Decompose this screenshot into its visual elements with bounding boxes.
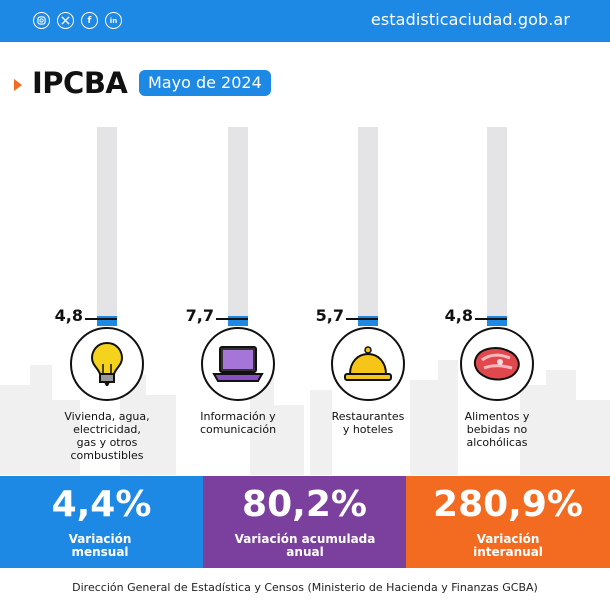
title-marker-icon: [14, 79, 22, 91]
summary-value: 4,4%: [51, 484, 152, 525]
site-link[interactable]: estadisticaciudad.gob.ar: [370, 10, 570, 29]
value-tick: [346, 318, 378, 320]
value-tick: [216, 318, 248, 320]
category-label: Información y comunicación: [178, 410, 298, 436]
category-label-line: alcohólicas: [466, 436, 528, 449]
page-title: IPCBA: [32, 66, 128, 100]
category-label: Restaurantes y hoteles: [308, 410, 428, 436]
category-label-line: Vivienda, agua,: [64, 410, 150, 423]
footer-source: Dirección General de Estadística y Censo…: [72, 581, 538, 594]
header-bar: f in estadisticaciudad.gob.ar: [0, 0, 610, 42]
summary-panel-cumulative: 80,2% Variación acumulada anual: [203, 476, 406, 568]
category-label-line: Alimentos y: [464, 410, 530, 423]
linkedin-icon[interactable]: in: [105, 12, 122, 29]
value-tick: [475, 318, 507, 320]
category-label-line: electricidad,: [73, 423, 141, 436]
facebook-icon[interactable]: f: [81, 12, 98, 29]
value-tick: [85, 318, 117, 320]
summary-label: Variación interanual: [473, 532, 543, 559]
category-label-line: Restaurantes: [331, 410, 405, 423]
category-label-line: comunicación: [199, 423, 277, 436]
bar-track: [97, 127, 117, 326]
category-label: Vivienda, agua, electricidad, gas y otros c…: [47, 410, 167, 462]
category-label: Alimentos y bebidas no alcohólicas: [437, 410, 557, 449]
summary-label: Variación mensual: [68, 532, 132, 559]
lightbulb-icon: [87, 340, 127, 388]
bar-value: [358, 316, 378, 326]
period-badge: Mayo de 2024: [139, 70, 271, 96]
bar-value: [228, 316, 248, 326]
value-label: 4,8: [444, 306, 473, 325]
bar-track: [487, 127, 507, 326]
bar-value: [487, 316, 507, 326]
category-label-line: y hoteles: [342, 423, 394, 436]
service-bell-icon: [342, 344, 394, 384]
laptop-icon: [212, 344, 264, 384]
category-label-line: bebidas no: [466, 423, 528, 436]
category-icon-circle: [70, 327, 144, 401]
bar-value: [97, 316, 117, 326]
bar-track: [228, 127, 248, 326]
summary-label: Variación acumulada anual: [234, 532, 376, 559]
x-icon[interactable]: [57, 12, 74, 29]
category-label-line: gas y otros: [76, 436, 138, 449]
summary-value: 80,2%: [242, 484, 367, 525]
category-icon-circle: [201, 327, 275, 401]
instagram-icon[interactable]: [33, 12, 50, 29]
value-label: 7,7: [185, 306, 214, 325]
summary-value: 280,9%: [433, 484, 583, 525]
summary-panel-yearly: 280,9% Variación interanual: [406, 476, 610, 568]
category-label-line: combustibles: [70, 449, 144, 462]
steak-icon: [470, 344, 524, 384]
bar-track: [358, 127, 378, 326]
category-icon-circle: [460, 327, 534, 401]
category-icon-circle: [331, 327, 405, 401]
category-label-line: Información y: [200, 410, 276, 423]
value-label: 4,8: [54, 306, 83, 325]
value-label: 5,7: [315, 306, 344, 325]
summary-panel-monthly: 4,4% Variación mensual: [0, 476, 203, 568]
